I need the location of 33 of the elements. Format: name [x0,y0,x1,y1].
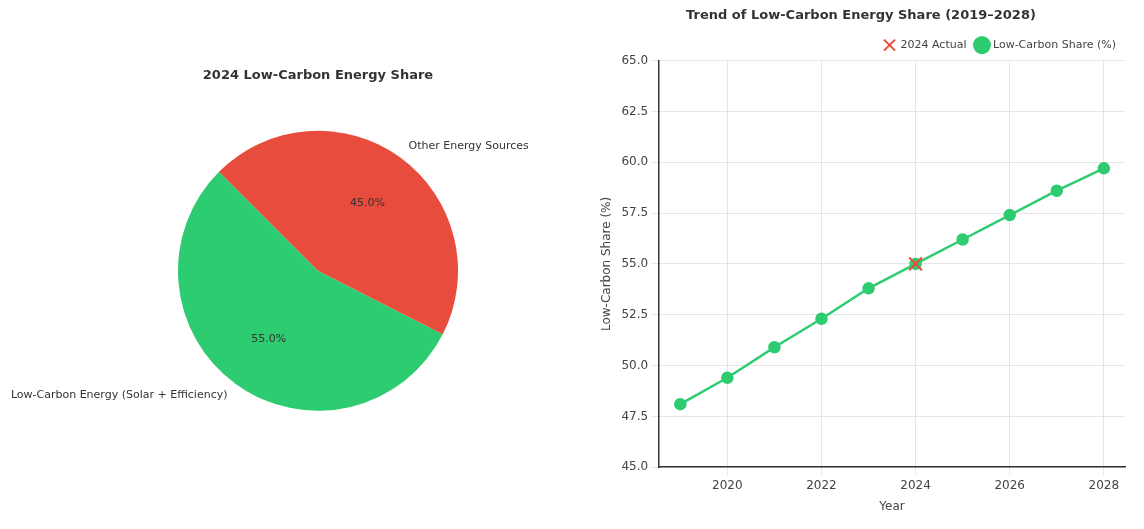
point [1050,184,1064,197]
x-axis-title: Year [878,498,905,513]
legend-label: 2024 Actual [900,37,967,51]
x-tick-label: 2026 [994,477,1025,492]
y-tick-label: 57.5 [621,205,649,220]
legend-label: Low-Carbon Share (%) [992,37,1116,51]
point [1097,162,1111,175]
x-tick-label: 2024 [900,477,931,492]
y-tick-label: 62.5 [621,103,649,118]
slice-label: Other Energy Sources [408,139,530,153]
y-tick-label: 45.0 [621,459,649,474]
y-axis-title: Low-Carbon Share (%) [599,196,614,332]
point [1003,208,1016,222]
point [768,341,781,354]
slice-label: Low-Carbon Energy (Solar + Efficiency) [10,388,228,402]
y-tick-label: 60.0 [621,154,649,169]
x-tick-label: 2020 [712,477,743,492]
x-tick-label: 2028 [1088,477,1120,492]
y-tick-label: 55.0 [621,256,649,271]
data-label: 55.0% [251,331,287,345]
point [815,312,828,326]
point [674,397,687,411]
y-tick-label: 47.5 [621,408,649,423]
point [862,282,875,295]
y-tick-label: 50.0 [621,357,649,372]
x-tick-label: 2022 [806,477,837,492]
data-label: 45.0% [349,195,385,209]
point [956,233,969,246]
chart-title: 2024 Low-Carbon Energy Share [202,67,434,83]
chart-title: Trend of Low-Carbon Energy Share (2019–2028) [686,7,1036,23]
y-tick-label: 52.5 [621,306,649,321]
y-tick-label: 65.0 [621,52,649,67]
point [721,371,734,384]
